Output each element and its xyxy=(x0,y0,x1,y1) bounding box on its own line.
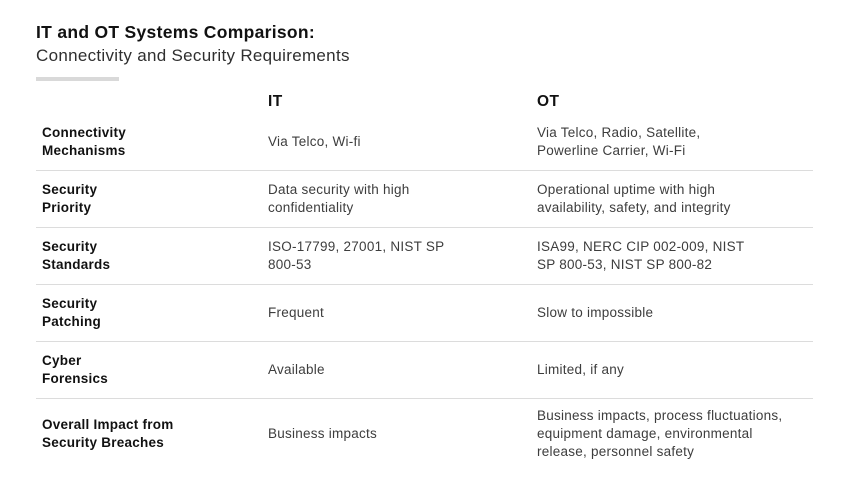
it-cell: ISO-17799, 27001, NIST SP 800-53 xyxy=(268,239,445,273)
table-row-security-priority: Security Priority Data security with hig… xyxy=(36,171,813,229)
ot-cell: Limited, if any xyxy=(537,362,625,378)
it-cell: Business impacts xyxy=(268,426,378,442)
table-row-security-patching: Security Patching Frequent Slow to impos… xyxy=(36,285,813,343)
table-row-connectivity-mechanisms: Connectivity Mechanisms Via Telco, Wi-fi… xyxy=(36,114,813,172)
table-header-row: IT OT xyxy=(36,83,813,114)
page-subtitle: Connectivity and Security Requirements xyxy=(36,45,350,65)
comparison-slide: IT and OT Systems Comparison: Connectivi… xyxy=(36,22,868,469)
title-accent-bar xyxy=(36,77,119,82)
row-label: Cyber Forensics xyxy=(42,353,109,387)
row-label: Security Patching xyxy=(42,296,102,330)
ot-cell: Via Telco, Radio, Satellite, Powerline C… xyxy=(537,125,701,159)
comparison-table: IT OT Connectivity Mechanisms Via Telco,… xyxy=(36,83,868,469)
column-header-ot: OT xyxy=(537,92,560,110)
ot-cell: ISA99, NERC CIP 002-009, NIST SP 800-53,… xyxy=(537,239,745,273)
it-cell: Available xyxy=(268,362,325,378)
row-label: Connectivity Mechanisms xyxy=(42,125,127,159)
it-cell: Via Telco, Wi-fi xyxy=(268,134,361,150)
title-block: IT and OT Systems Comparison: Connectivi… xyxy=(36,22,868,82)
ot-cell: Business impacts, process fluctuations, … xyxy=(537,408,783,460)
row-label: Security Priority xyxy=(42,182,98,216)
row-label: Overall Impact from Security Breaches xyxy=(42,417,174,451)
column-header-it: IT xyxy=(268,92,283,110)
row-label: Security Standards xyxy=(42,239,111,273)
it-cell: Data security with high confidentiality xyxy=(268,182,410,216)
it-cell: Frequent xyxy=(268,305,325,321)
table-row-cyber-forensics: Cyber Forensics Available Limited, if an… xyxy=(36,342,813,400)
ot-cell: Operational uptime with high availabilit… xyxy=(537,182,731,216)
table-row-security-standards: Security Standards ISO-17799, 27001, NIS… xyxy=(36,228,813,286)
table-row-overall-impact: Overall Impact from Security Breaches Bu… xyxy=(36,399,813,469)
page-title: IT and OT Systems Comparison: xyxy=(36,22,316,42)
ot-cell: Slow to impossible xyxy=(537,305,654,321)
